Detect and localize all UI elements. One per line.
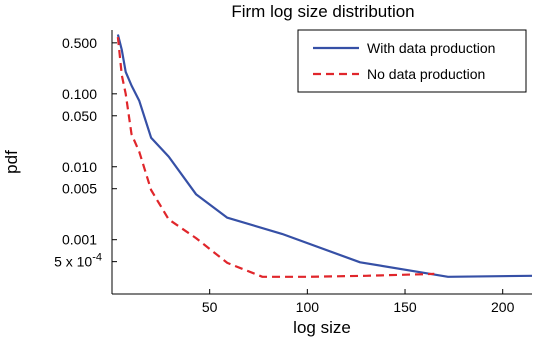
- x-tick-label: 50: [202, 299, 218, 315]
- y-tick-label: 0.050: [62, 108, 97, 124]
- series-group: [116, 34, 533, 278]
- y-tick-label: 0.500: [62, 35, 97, 51]
- x-axis-label: log size: [293, 318, 351, 337]
- legend-box: [297, 29, 527, 93]
- y-tick-label: 5 x 10-4: [54, 252, 102, 270]
- y-tick-label: 0.100: [62, 86, 97, 102]
- x-axis-ticks: 50 100 150 200: [202, 289, 515, 315]
- chart-title: Firm log size distribution: [231, 2, 414, 21]
- y-tick-label: 0.010: [62, 159, 97, 175]
- legend-label-with-data-production: With data production: [367, 40, 495, 56]
- y-axis-ticks: 0.500 0.100 0.050 0.010 0.005 0.001 5 x 10-4: [54, 35, 117, 270]
- plot-area: [111, 30, 532, 295]
- legend-label-no-data-production: No data production: [367, 66, 485, 82]
- y-axis-label: pdf: [2, 150, 21, 174]
- y-tick-label: 0.001: [62, 232, 97, 248]
- legend: With data production No data production: [297, 29, 527, 93]
- x-tick-label: 200: [491, 299, 515, 315]
- y-tick-label: 0.005: [62, 181, 97, 197]
- x-tick-label: 100: [296, 299, 320, 315]
- series-line-with-data-production: [116, 34, 533, 278]
- series-line-no-data-production: [116, 36, 435, 278]
- x-tick-label: 150: [393, 299, 417, 315]
